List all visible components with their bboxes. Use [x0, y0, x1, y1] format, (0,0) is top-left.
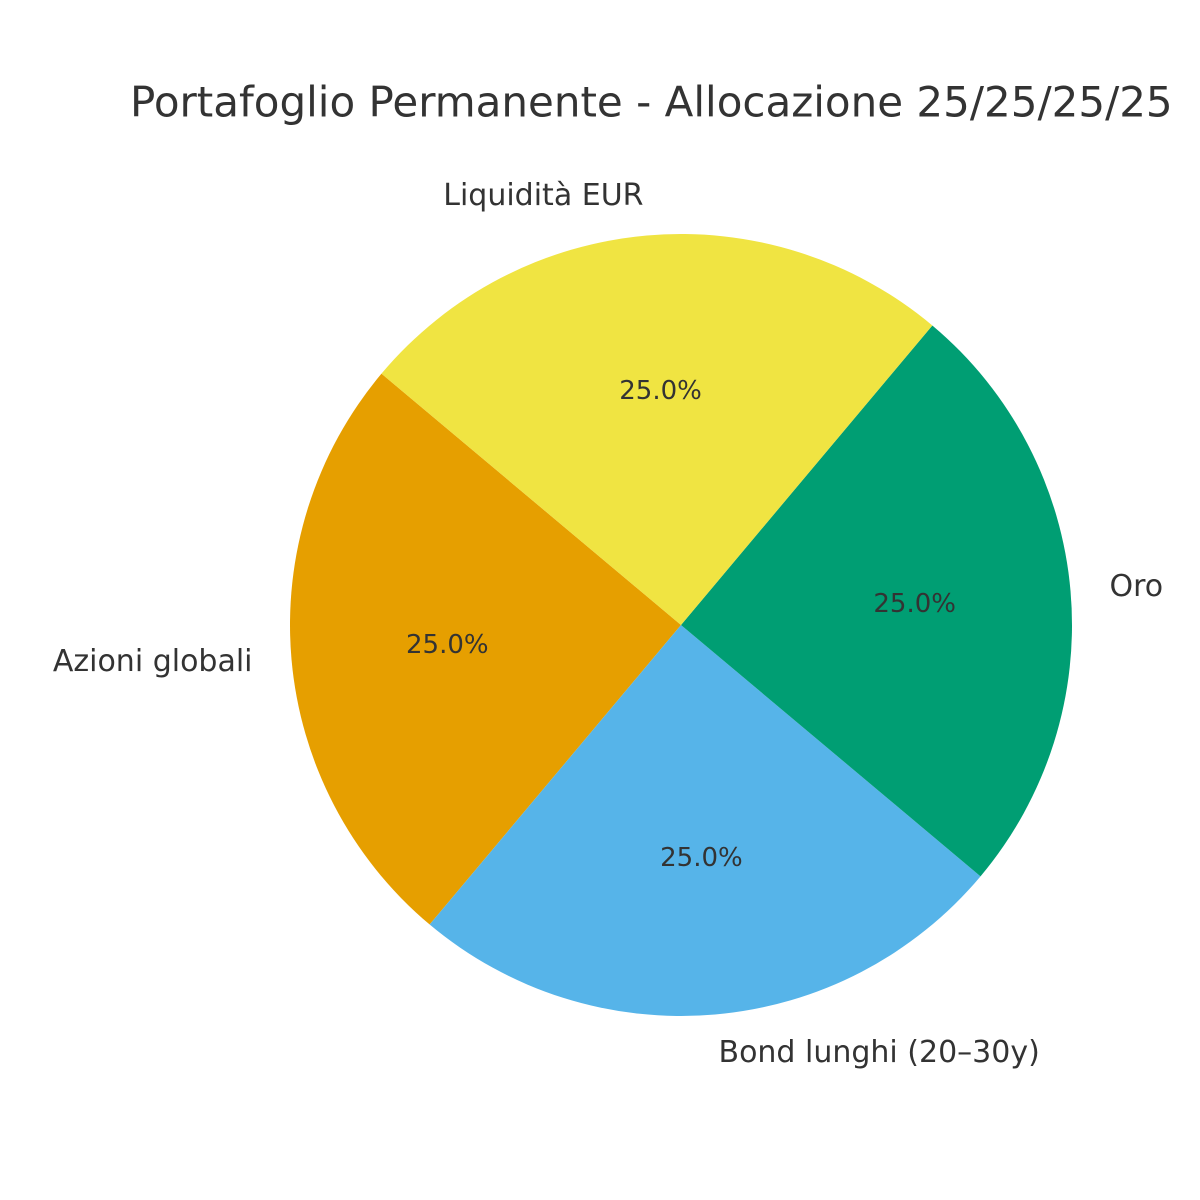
slice-label: Oro [1109, 569, 1163, 604]
pie-slice [681, 325, 1072, 877]
slice-label: Bond lunghi (20–30y) [718, 1035, 1039, 1070]
slice-label: Liquidità EUR [443, 178, 643, 213]
value-label: 25.0% [406, 630, 489, 660]
value-label: 25.0% [619, 376, 702, 406]
pie-slice [381, 234, 933, 625]
pie-slice [429, 625, 981, 1016]
chart-title: Portafoglio Permanente - Allocazione 25/… [130, 78, 1173, 127]
value-label: 25.0% [660, 843, 743, 873]
pie-slice [290, 373, 681, 925]
value-label: 25.0% [873, 589, 956, 619]
slice-label: Azioni globali [53, 644, 253, 679]
